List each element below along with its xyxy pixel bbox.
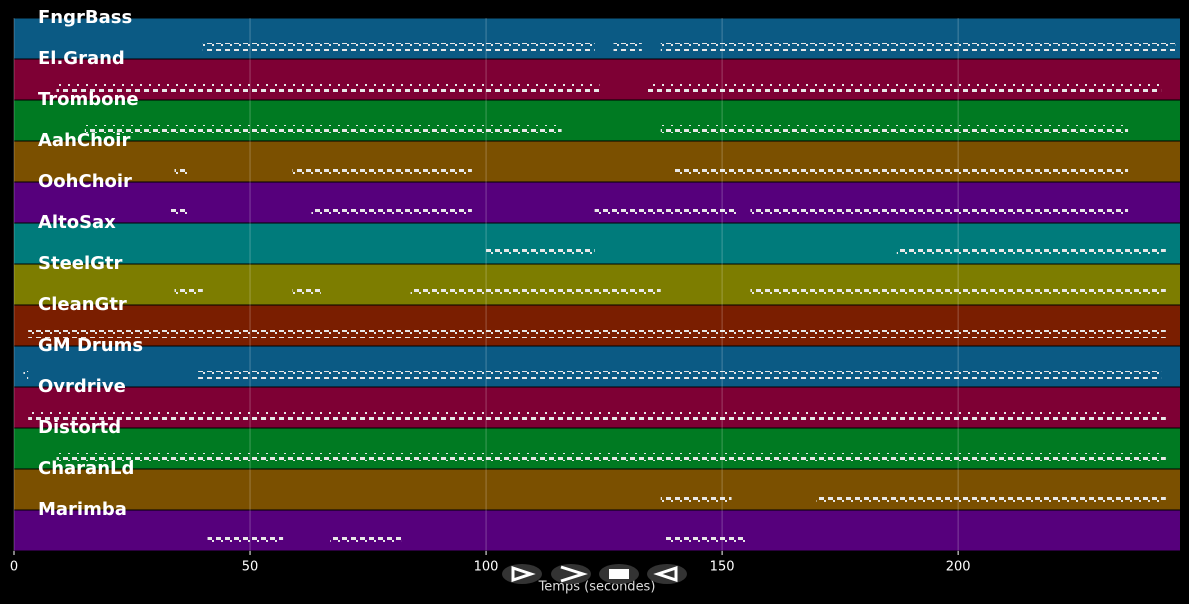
x-tick-label: 150 [710, 560, 735, 575]
track-band [14, 264, 1180, 305]
note-segment [198, 371, 1162, 379]
note-segment [28, 412, 1166, 420]
track-label: Marimba [38, 499, 127, 520]
note-segment [330, 535, 402, 543]
note-segment [23, 371, 29, 379]
track-band [14, 428, 1180, 469]
track-label: SteelGtr [38, 253, 123, 274]
track-band [14, 469, 1180, 510]
note-segment [750, 289, 1166, 297]
note-segment [56, 453, 1166, 461]
track-label: Ovrdrive [38, 376, 126, 397]
note-segment [646, 84, 1162, 92]
track-band [14, 387, 1180, 428]
x-tick-label: 0 [10, 560, 18, 575]
forward-button[interactable] [551, 564, 591, 584]
note-segment [207, 535, 284, 543]
note-segment [486, 248, 595, 256]
track-band [14, 59, 1180, 100]
note-segment [311, 207, 472, 215]
note-segment [660, 43, 1176, 51]
note-segment [750, 207, 1129, 215]
track-label: AltoSax [38, 212, 116, 233]
x-tick-label: 50 [242, 560, 259, 575]
track-band [14, 510, 1180, 551]
note-segment [202, 43, 595, 51]
note-segment [174, 166, 189, 174]
track-label: El.Grand [38, 48, 125, 69]
note-segment [816, 494, 1166, 502]
x-tick-label: 100 [474, 560, 499, 575]
note-segment [674, 166, 1129, 174]
track-label: GM Drums [38, 335, 143, 356]
note-segment [594, 207, 737, 215]
note-segment [660, 125, 1129, 133]
track-label: FngrBass [38, 7, 132, 28]
track-label: CleanGtr [38, 294, 127, 315]
stop-button[interactable] [599, 564, 639, 584]
track-band [14, 18, 1180, 59]
note-segment [56, 84, 600, 92]
track-band [14, 305, 1180, 346]
note-segment [660, 494, 732, 502]
play-button[interactable] [502, 564, 542, 584]
note-segment [84, 125, 562, 133]
track-band [14, 141, 1180, 182]
note-segment [292, 289, 321, 297]
rewind-button[interactable] [647, 564, 687, 584]
track-band [14, 346, 1180, 387]
note-segment [410, 289, 661, 297]
note-segment [613, 43, 642, 51]
note-segment [896, 248, 1166, 256]
playback-controls [502, 564, 687, 584]
note-segment [174, 289, 203, 297]
track-label: Distortd [38, 417, 121, 438]
note-segment [292, 166, 472, 174]
note-segment [169, 207, 189, 215]
note-segment [665, 535, 746, 543]
x-axis-label: Temps (secondes) [538, 580, 656, 595]
track-band [14, 182, 1180, 223]
track-band [14, 100, 1180, 141]
note-segment [28, 330, 1166, 338]
x-tick-label: 200 [946, 560, 971, 575]
track-label: OohChoir [38, 171, 132, 192]
track-label: AahChoir [38, 130, 130, 151]
track-label: CharanLd [38, 458, 134, 479]
track-label: Trombone [38, 89, 139, 110]
track-band [14, 223, 1180, 264]
